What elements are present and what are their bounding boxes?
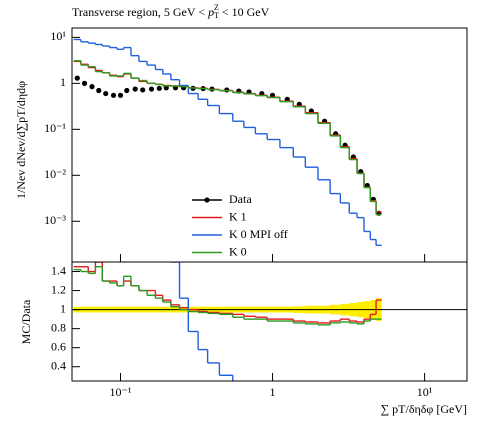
x-tick-label: 10⁻¹ [110, 385, 132, 399]
x-axis-label: ∑ pT/δηδφ [GeV] [381, 402, 467, 416]
main-plot [73, 38, 382, 247]
y-tick-label: 10⁻² [44, 167, 66, 181]
step-riser [80, 61, 377, 212]
y-tick-label: 10⁻¹ [44, 121, 66, 135]
legend-label: K 0 MPI off [229, 227, 288, 241]
title-part: Z [214, 3, 219, 12]
y-tick-label: 10⁻³ [44, 213, 66, 227]
ratio-plot [72, 262, 467, 381]
data-point [74, 75, 80, 81]
data-point [156, 85, 162, 91]
data-point [81, 80, 88, 86]
step-riser [80, 60, 377, 215]
data-point [103, 90, 109, 97]
ratio-frame [71, 261, 468, 382]
ratio-y-tick-label: 0.8 [51, 320, 66, 334]
y-axis-label: 1/Nev dNev/d∑pT/dηdφ [14, 81, 28, 199]
title-part: < 10 GeV [219, 5, 270, 19]
chart-title: Transverse region, 5 GeV < pTZ < 10 GeV [72, 3, 270, 20]
step-riser [170, 262, 234, 381]
ratio-y-tick-label: 0.6 [51, 339, 66, 353]
step-riser [80, 266, 372, 325]
legend-dot [204, 197, 210, 203]
ratio-y-tick-label: 1 [60, 301, 66, 315]
data-point [117, 92, 124, 98]
data-point [140, 87, 146, 93]
title-part: p [207, 5, 214, 19]
legend-label: K 0 [229, 244, 247, 258]
data-point [124, 87, 130, 94]
step-riser [80, 39, 377, 246]
data-point [110, 92, 117, 98]
y-tick-label: 1 [60, 75, 66, 89]
x-tick-label: 10¹ [417, 385, 433, 399]
data-point [89, 83, 95, 90]
title-part: T [214, 11, 219, 20]
ratio-y-tick-label: 0.4 [51, 358, 66, 372]
ratio-y-tick-label: 1.4 [51, 263, 66, 277]
x-tick-label: 1 [270, 385, 276, 399]
ratio-y-label: MC/Data [19, 299, 33, 344]
data-point [148, 86, 155, 92]
data-point [132, 86, 138, 92]
ratio-y-tick-label: 1.2 [51, 282, 66, 296]
axes: 10¹ 1 10⁻¹ 10⁻² 10⁻³ 1.4 1.2 1 0.8 0.6 0.4 10⁻¹ 1 10¹… [44, 29, 433, 399]
y-tick-label: 10¹ [50, 29, 66, 43]
legend-label: K 1 [229, 209, 247, 223]
title-part: Transverse region, 5 GeV < [72, 5, 208, 19]
data-point [96, 87, 102, 94]
legend-label: Data [229, 192, 252, 206]
